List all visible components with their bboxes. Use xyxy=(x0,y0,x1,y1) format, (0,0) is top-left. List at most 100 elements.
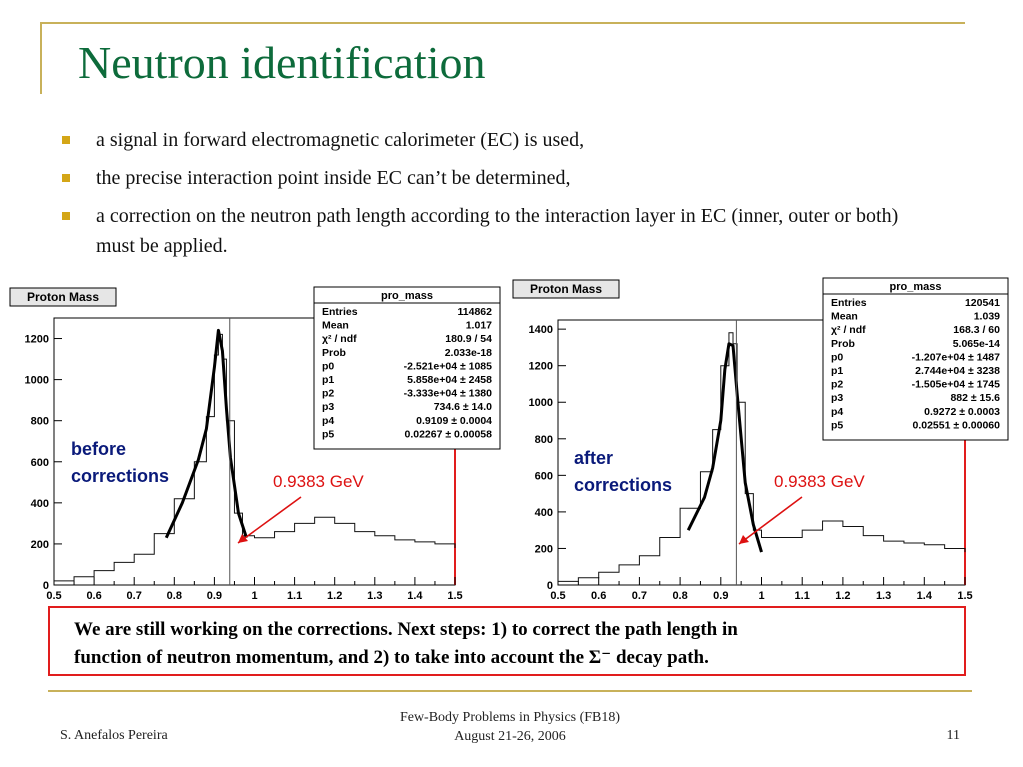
bullet-text: the precise interaction point inside EC … xyxy=(96,167,571,189)
stats-header: pro_mass xyxy=(890,281,942,293)
histogram-before: Proton Mass 0.5 0.6 0.7 0.8 0.9 1 1.1 1.2 1.3 1.4 1… xyxy=(9,286,501,602)
x-tick-label: 1.2 xyxy=(327,590,342,602)
stats-key: Prob xyxy=(831,338,855,350)
stats-value: 0.02551 ± 0.00060 xyxy=(912,419,1000,431)
x-tick-label: 0.8 xyxy=(167,590,182,602)
annotation-arrow-head xyxy=(238,534,248,543)
stats-key: p4 xyxy=(831,406,843,418)
y-tick-label: 400 xyxy=(31,498,49,510)
stats-value: -2.521e+04 ± 1085 xyxy=(404,360,493,372)
stats-key: p1 xyxy=(322,374,334,386)
stats-value: -3.333e+04 ± 1380 xyxy=(404,388,493,400)
stats-key: p4 xyxy=(322,415,334,427)
note-box: We are still working on the corrections.… xyxy=(48,606,966,676)
x-tick-label: 1.3 xyxy=(876,590,891,602)
x-tick-label: 0.8 xyxy=(672,590,687,602)
y-tick-label: 200 xyxy=(535,543,553,555)
stats-value: 180.9 / 54 xyxy=(445,333,492,345)
bullet-item: the precise interaction point inside EC … xyxy=(58,163,938,193)
stats-key: p0 xyxy=(322,360,334,372)
stats-key: p5 xyxy=(831,419,843,431)
x-tick-label: 1.4 xyxy=(407,590,423,602)
y-tick-label: 800 xyxy=(31,416,49,428)
chart-title: Proton Mass xyxy=(27,290,99,304)
y-tick-label: 1000 xyxy=(25,375,49,387)
stats-value: 1.017 xyxy=(466,320,492,332)
stats-value: 0.02267 ± 0.00058 xyxy=(404,428,492,440)
panel-label: corrections xyxy=(574,475,672,495)
stats-value: -1.505e+04 ± 1745 xyxy=(912,379,1001,391)
stats-box xyxy=(822,277,1009,441)
x-tick-label: 1.1 xyxy=(795,590,810,602)
annotation-arrow-head xyxy=(739,535,749,544)
x-tick-label: 1.1 xyxy=(287,590,302,602)
footer-conference: Few-Body Problems in Physics (FB18) Augu… xyxy=(360,708,660,746)
stats-value: -1.207e+04 ± 1487 xyxy=(912,351,1001,363)
panel-label: after xyxy=(574,448,613,468)
y-tick-label: 0 xyxy=(43,580,49,592)
bullet-square-icon xyxy=(62,174,70,182)
y-tick-label: 200 xyxy=(31,539,49,551)
histogram-series xyxy=(54,333,456,582)
stats-key: Entries xyxy=(831,297,867,309)
y-tick-label: 800 xyxy=(535,434,553,446)
x-tick-label: 1.4 xyxy=(917,590,933,602)
annotation-arrow-line xyxy=(237,496,302,544)
y-tick-label: 600 xyxy=(31,457,49,469)
bullet-square-icon xyxy=(62,136,70,144)
mass-annotation: 0.9383 GeV xyxy=(273,472,364,491)
title-frame-left xyxy=(40,22,42,94)
stats-key: p5 xyxy=(322,428,334,440)
x-tick-label: 0.6 xyxy=(86,590,101,602)
panel-label: before xyxy=(71,439,126,459)
y-tick-label: 600 xyxy=(535,470,553,482)
page-number: 11 xyxy=(946,728,960,743)
bullet-text: a correction on the neutron path length … xyxy=(96,205,899,257)
x-tick-label: 1.2 xyxy=(835,590,850,602)
x-tick-label: 0.9 xyxy=(713,590,728,602)
stats-value: 0.9109 ± 0.0004 xyxy=(416,415,492,427)
y-tick-label: 1000 xyxy=(529,397,553,409)
stats-key: Mean xyxy=(831,311,858,323)
stats-value: 1.039 xyxy=(974,311,1000,323)
x-tick-label: 0.5 xyxy=(46,590,61,602)
stats-value: 5.858e+04 ± 2458 xyxy=(407,374,492,386)
histogram-after: Proton Mass 0.5 0.6 0.7 0.8 0.9 1 1.1 1.2 1.3 1.4 1… xyxy=(512,277,1009,602)
stats-value: 734.6 ± 14.0 xyxy=(434,401,492,413)
stats-value: 882 ± 15.6 xyxy=(950,392,1000,404)
bullet-square-icon xyxy=(62,212,70,220)
stats-key: Prob xyxy=(322,347,346,359)
footer-dates: August 21-26, 2006 xyxy=(454,729,566,744)
x-tick-label: 0.7 xyxy=(632,590,647,602)
stats-value: 2.744e+04 ± 3238 xyxy=(915,365,1000,377)
y-tick-label: 0 xyxy=(547,580,553,592)
footer-author: S. Anefalos Pereira xyxy=(60,728,168,743)
chart-title-box xyxy=(512,279,620,299)
stats-value: 114862 xyxy=(458,306,493,318)
y-tick-label: 1400 xyxy=(529,324,553,336)
stats-key: Entries xyxy=(322,306,358,318)
stats-key: p2 xyxy=(831,379,843,391)
bullet-item: a signal in forward electromagnetic calo… xyxy=(58,125,938,155)
bullet-item: a correction on the neutron path length … xyxy=(58,201,938,261)
annotation-arrow-line xyxy=(738,496,803,545)
y-tick-label: 1200 xyxy=(529,361,553,373)
chart-title-box xyxy=(9,287,117,307)
stats-header: pro_mass xyxy=(381,290,433,302)
stats-key: χ² / ndf xyxy=(831,324,866,336)
bullet-text: a signal in forward electromagnetic calo… xyxy=(96,129,585,151)
stats-value: 5.065e-14 xyxy=(953,338,1000,350)
footer-rule xyxy=(48,690,972,692)
y-tick-label: 1200 xyxy=(25,334,49,346)
stats-key: p3 xyxy=(322,401,334,413)
x-tick-label: 0.9 xyxy=(207,590,222,602)
slide-title: Neutron identification xyxy=(78,37,486,88)
panel-label: corrections xyxy=(71,466,169,486)
stats-value: 120541 xyxy=(965,297,1000,309)
bullet-list: a signal in forward electromagnetic calo… xyxy=(58,125,938,269)
x-tick-label: 0.5 xyxy=(550,590,565,602)
fit-curve xyxy=(164,328,248,539)
mass-annotation: 0.9383 GeV xyxy=(774,472,865,491)
x-tick-label: 1 xyxy=(758,590,764,602)
stats-box xyxy=(313,286,501,450)
